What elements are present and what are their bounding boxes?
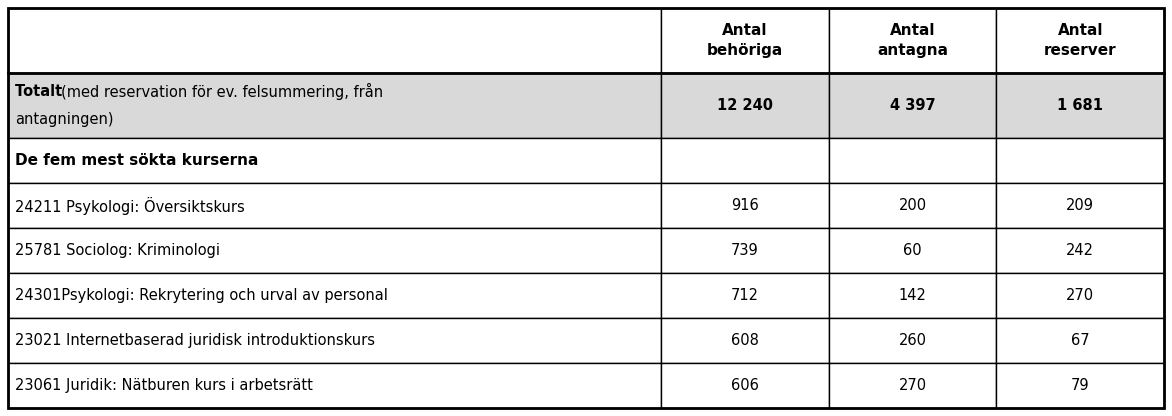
- Text: (med reservation för ev. felsummering, från: (med reservation för ev. felsummering, f…: [61, 83, 383, 100]
- Text: 23061 Juridik: Nätburen kurs i arbetsrätt: 23061 Juridik: Nätburen kurs i arbetsrät…: [15, 378, 313, 393]
- Bar: [829, 228, 996, 273]
- Text: 606: 606: [731, 378, 759, 393]
- Text: 25781 Sociolog: Kriminologi: 25781 Sociolog: Kriminologi: [15, 243, 220, 258]
- Text: 260: 260: [899, 333, 927, 348]
- Text: 1 681: 1 681: [1057, 98, 1103, 113]
- Bar: [829, 73, 996, 138]
- Bar: [8, 363, 661, 408]
- Text: Antal
behöriga: Antal behöriga: [707, 23, 783, 58]
- Bar: [661, 73, 829, 138]
- Bar: [661, 273, 829, 318]
- Bar: [996, 273, 1164, 318]
- Text: 270: 270: [1067, 288, 1095, 303]
- Bar: [996, 183, 1164, 228]
- Text: 270: 270: [899, 378, 927, 393]
- Bar: [8, 8, 661, 73]
- Text: De fem mest sökta kurserna: De fem mest sökta kurserna: [15, 153, 258, 168]
- Text: 67: 67: [1071, 333, 1090, 348]
- Bar: [661, 228, 829, 273]
- Bar: [996, 363, 1164, 408]
- Text: 712: 712: [731, 288, 759, 303]
- Bar: [996, 8, 1164, 73]
- Bar: [8, 273, 661, 318]
- Bar: [829, 8, 996, 73]
- Bar: [829, 363, 996, 408]
- Text: 79: 79: [1071, 378, 1090, 393]
- Text: antagningen): antagningen): [15, 112, 114, 127]
- Bar: [996, 228, 1164, 273]
- Bar: [661, 318, 829, 363]
- Text: 739: 739: [731, 243, 758, 258]
- Bar: [661, 138, 829, 183]
- Text: Totalt: Totalt: [15, 84, 67, 99]
- Bar: [8, 228, 661, 273]
- Text: 916: 916: [731, 198, 758, 213]
- Text: 142: 142: [899, 288, 927, 303]
- Text: 12 240: 12 240: [717, 98, 774, 113]
- Bar: [661, 363, 829, 408]
- Text: 60: 60: [904, 243, 922, 258]
- Bar: [661, 183, 829, 228]
- Bar: [8, 318, 661, 363]
- Text: 4 397: 4 397: [890, 98, 935, 113]
- Bar: [996, 73, 1164, 138]
- Text: 24211 Psykologi: Översiktskurs: 24211 Psykologi: Översiktskurs: [15, 197, 245, 215]
- Text: 23021 Internetbaserad juridisk introduktionskurs: 23021 Internetbaserad juridisk introdukt…: [15, 333, 375, 348]
- Bar: [661, 8, 829, 73]
- Bar: [829, 273, 996, 318]
- Bar: [8, 183, 661, 228]
- Text: Antal
antagna: Antal antagna: [877, 23, 948, 58]
- Bar: [829, 138, 996, 183]
- Text: 24301Psykologi: Rekrytering och urval av personal: 24301Psykologi: Rekrytering och urval av…: [15, 288, 388, 303]
- Text: 242: 242: [1067, 243, 1095, 258]
- Text: 200: 200: [899, 198, 927, 213]
- Text: 209: 209: [1067, 198, 1095, 213]
- Bar: [996, 138, 1164, 183]
- Text: 608: 608: [731, 333, 759, 348]
- Bar: [8, 138, 661, 183]
- Bar: [996, 318, 1164, 363]
- Text: Antal
reserver: Antal reserver: [1044, 23, 1117, 58]
- Bar: [8, 73, 661, 138]
- Bar: [829, 183, 996, 228]
- Bar: [829, 318, 996, 363]
